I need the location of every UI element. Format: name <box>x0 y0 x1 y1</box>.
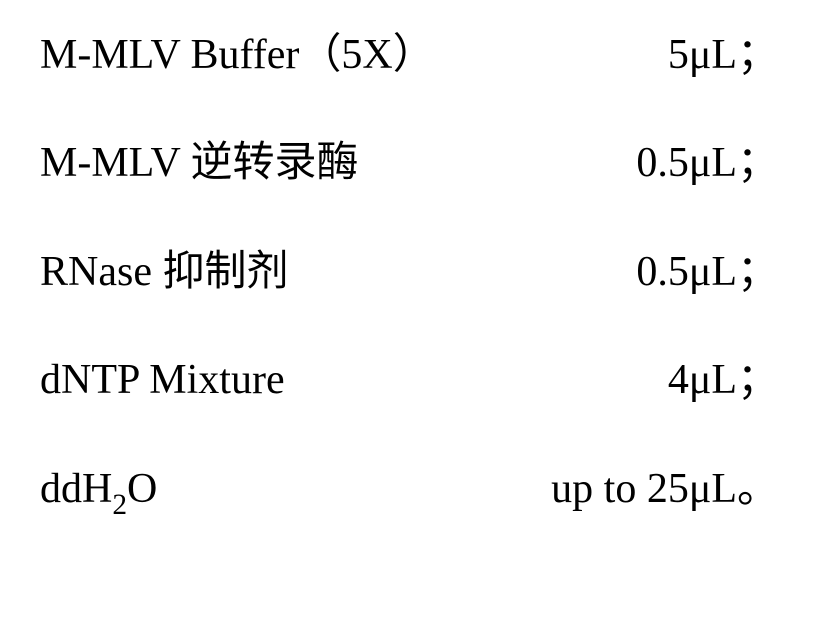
reagent-row: RNase 抑制剂 0.5μL； <box>40 247 779 297</box>
reagent-amount: 5μL； <box>668 30 779 80</box>
reagent-name-prefix: ddH <box>40 466 112 512</box>
reagent-amount: 0.5μL； <box>636 138 779 188</box>
reagent-name-suffix: O <box>127 466 157 512</box>
reagent-name: M-MLV 逆转录酶 <box>40 138 359 188</box>
reagent-amount: up to 25μL。 <box>551 464 779 514</box>
reagent-amount: 0.5μL； <box>636 247 779 297</box>
reagent-row: M-MLV 逆转录酶 0.5μL； <box>40 138 779 188</box>
reagent-name: M-MLV Buffer（5X） <box>40 30 435 80</box>
reagent-name: ddH2O <box>40 464 157 521</box>
reagent-name: dNTP Mixture <box>40 355 285 405</box>
reagent-name-subscript: 2 <box>112 489 127 521</box>
reagent-row: ddH2O up to 25μL。 <box>40 464 779 521</box>
reagent-name: RNase 抑制剂 <box>40 247 288 297</box>
reagent-amount: 4μL； <box>668 355 779 405</box>
reagent-row: M-MLV Buffer（5X） 5μL； <box>40 30 779 80</box>
reagent-row: dNTP Mixture 4μL； <box>40 355 779 405</box>
